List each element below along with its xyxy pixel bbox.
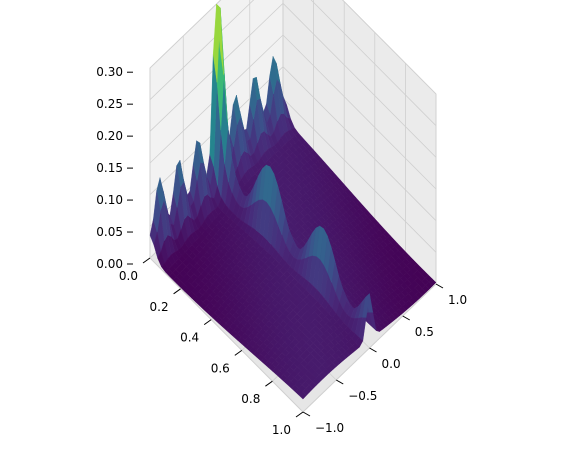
z-tick-label: 0.00: [96, 257, 123, 271]
surface-patch: [193, 140, 201, 181]
surface-patch: [173, 165, 181, 208]
x-tick-mark: [173, 288, 181, 295]
x-tick-mark: [295, 411, 304, 418]
z-tick-label: 0.25: [96, 97, 123, 111]
surface: [149, 3, 437, 400]
surface-patch: [298, 391, 307, 400]
z-tick-label: 0.30: [96, 65, 123, 79]
surface-patch: [153, 190, 161, 233]
grid-line-z: [149, 2, 437, 158]
x-tick-label: 0.4: [180, 331, 199, 345]
surface-patch: [362, 292, 370, 318]
grid-line-z: [149, 0, 437, 95]
x-tick-label: 0.0: [119, 269, 138, 283]
y-tick-label: 0.0: [382, 357, 401, 371]
y-tick-mark: [336, 379, 344, 385]
x-tick-mark: [265, 380, 273, 387]
axis-ticks: 0.0 0.2 0.4 0.6 0.8 1.0 −1.0 −0.5 0.0 0.5 1.0 0.00 0…: [96, 65, 467, 437]
y-tick-label: 0.5: [415, 325, 434, 339]
y-tick-label: −0.5: [348, 389, 377, 403]
y-tick-label: 1.0: [448, 293, 467, 307]
x-tick-label: 0.2: [150, 300, 169, 314]
y-tick-mark: [435, 283, 444, 289]
y-tick-label: −1.0: [315, 421, 344, 435]
x-tick-mark: [234, 349, 243, 356]
grid-line-z: [149, 66, 437, 221]
x-tick-label: 1.0: [272, 423, 291, 437]
z-tick-label: 0.20: [96, 129, 123, 143]
z-tick-label: 0.10: [96, 193, 123, 207]
surface-patch: [229, 104, 238, 147]
surface-patch: [249, 78, 258, 120]
grid-line-z: [149, 34, 437, 190]
x-tick-label: 0.6: [211, 361, 230, 375]
x-tick-mark: [203, 319, 212, 326]
grid-line-z: [149, 0, 437, 126]
y-tick-mark: [402, 315, 410, 321]
z-tick-label: 0.15: [96, 161, 123, 175]
z-tick-label: 0.05: [96, 225, 123, 239]
surface-patch: [269, 56, 278, 95]
y-tick-mark: [369, 347, 377, 353]
x-tick-label: 0.8: [241, 392, 260, 406]
surface-patch: [212, 3, 221, 83]
x-tick-mark: [142, 257, 151, 264]
y-tick-mark: [302, 411, 311, 417]
